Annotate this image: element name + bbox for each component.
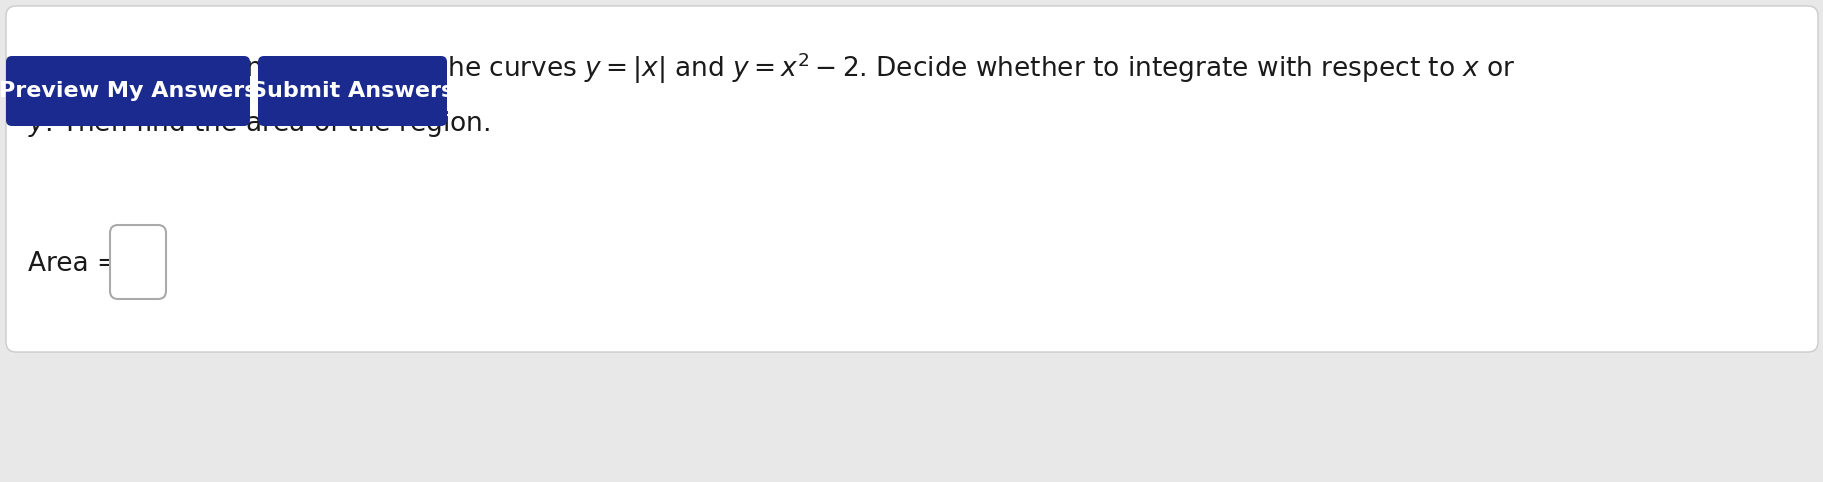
Text: Area =: Area = bbox=[27, 251, 118, 277]
FancyBboxPatch shape bbox=[5, 56, 250, 126]
Text: Submit Answers: Submit Answers bbox=[252, 81, 454, 101]
Text: Sketch the region enclosed by the curves $y = |x|$ and $y = x^2 - 2$. Decide whe: Sketch the region enclosed by the curves… bbox=[27, 50, 1515, 86]
Text: Preview My Answers: Preview My Answers bbox=[0, 81, 257, 101]
FancyBboxPatch shape bbox=[5, 6, 1818, 352]
FancyBboxPatch shape bbox=[257, 56, 447, 126]
Text: $y$. Then find the area of the region.: $y$. Then find the area of the region. bbox=[27, 109, 490, 139]
FancyBboxPatch shape bbox=[109, 225, 166, 299]
